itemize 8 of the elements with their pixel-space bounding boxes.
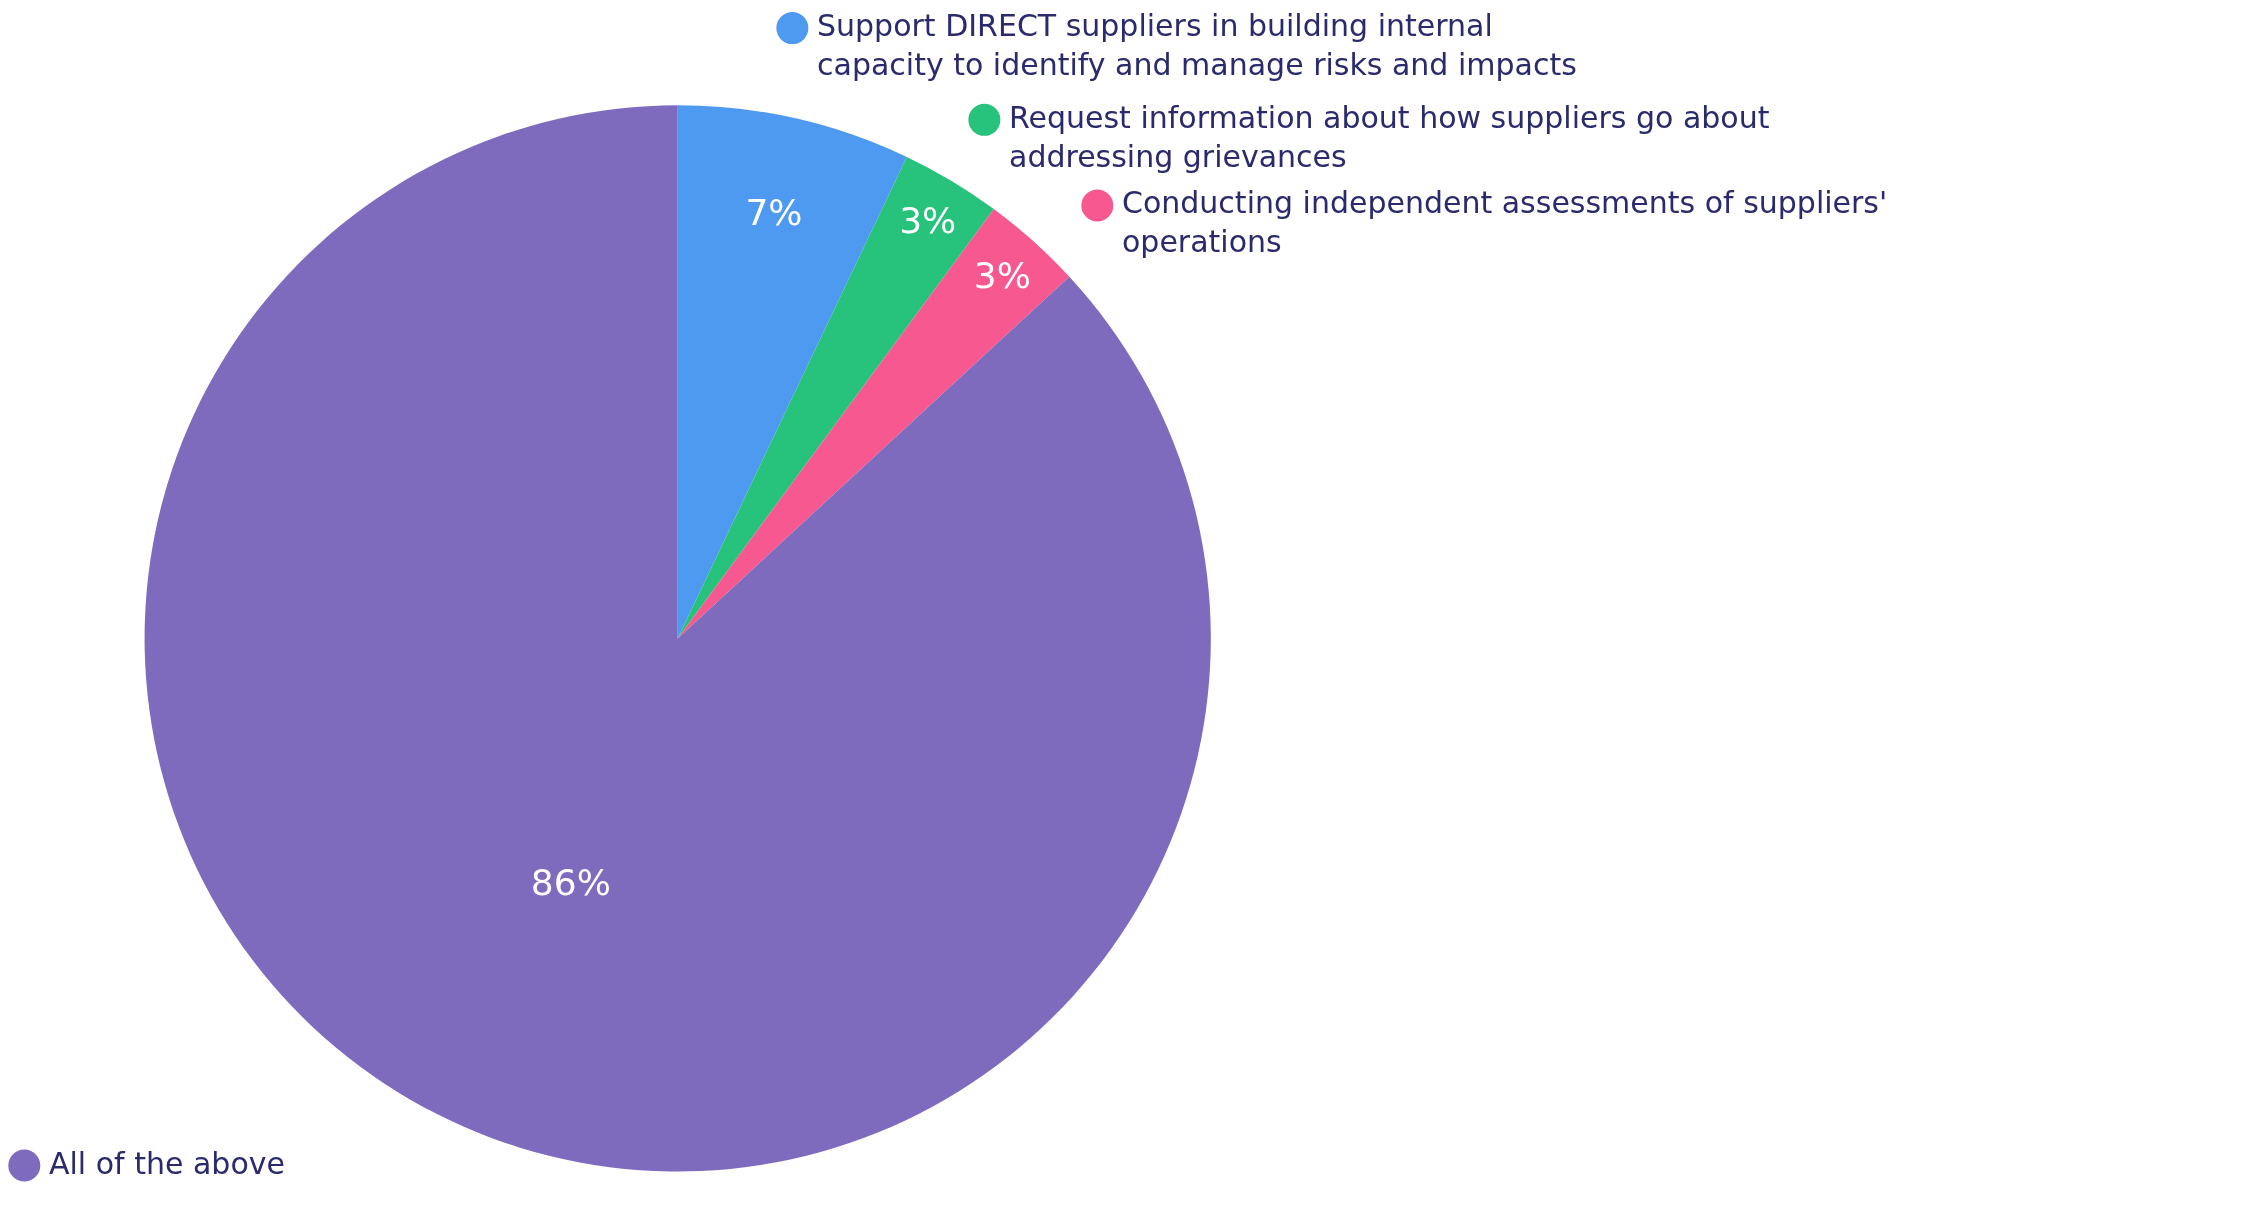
legend-label: Request information about how suppliers go about addressing grievances [1009,100,1770,174]
legend-label: Support DIRECT suppliers in building internal capacity to identify and manage risks and impacts [817,8,1577,82]
legend-label: All of the above [49,1146,285,1181]
legend-label: Conducting independent assessments of suppliers' operations [1122,185,1888,259]
data-label: 7% [745,191,803,233]
data-label: 3% [973,255,1031,297]
data-label: 86% [530,862,611,904]
data-label: 3% [899,200,957,242]
